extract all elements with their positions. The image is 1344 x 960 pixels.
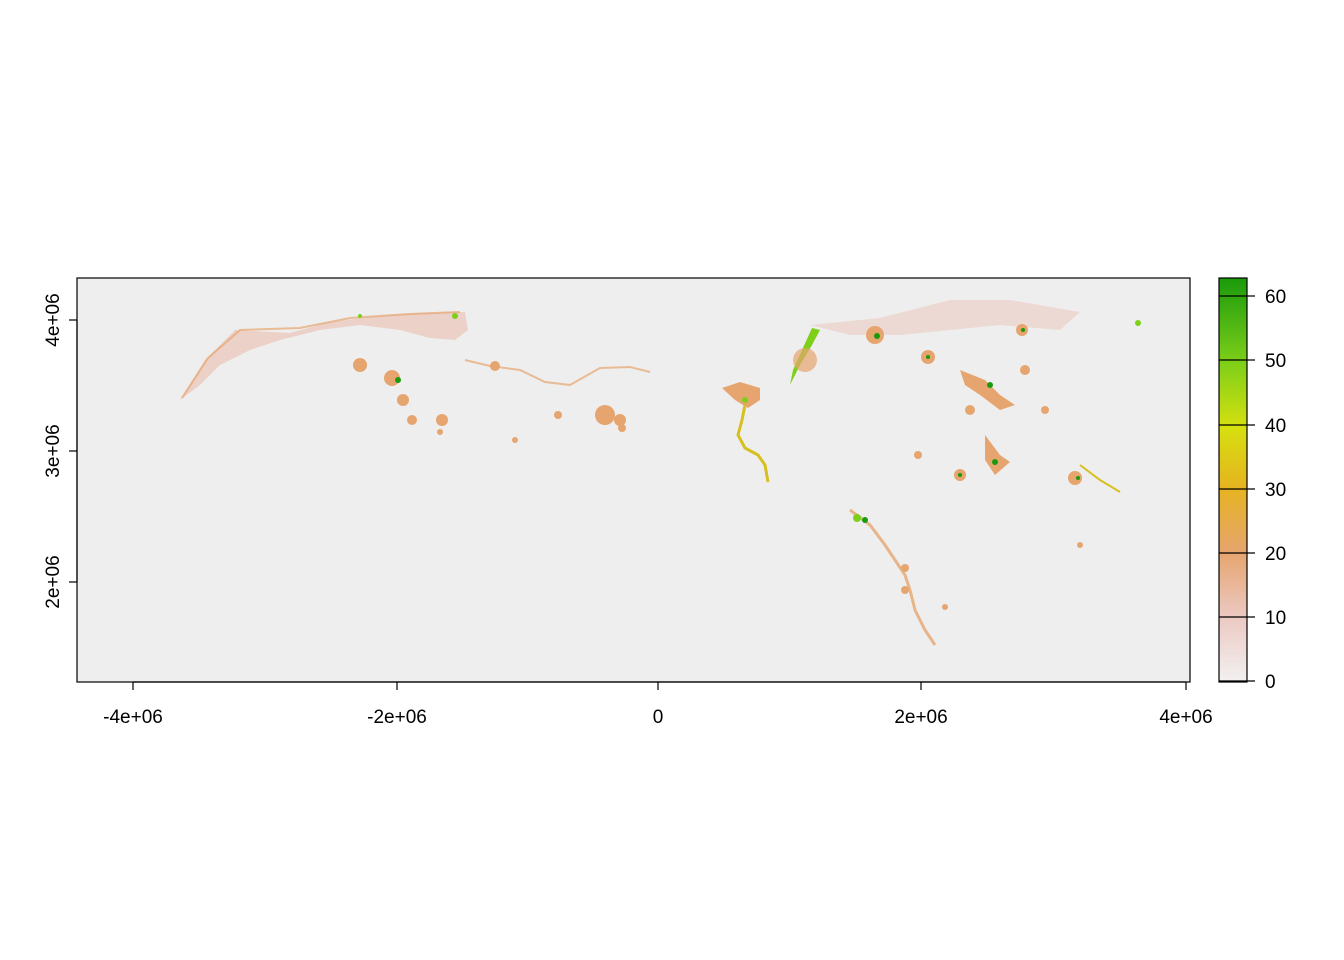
gulf-coast (985, 435, 1010, 475)
legend-tick-label: 40 (1265, 416, 1286, 437)
legend-tick-label: 30 (1265, 480, 1286, 501)
x-tick-label: 0 (653, 707, 664, 728)
legend-tick-label: 20 (1265, 544, 1286, 565)
red-sea-coast (849, 508, 937, 646)
legend-tick-label: 50 (1265, 351, 1286, 372)
legend-tick-label: 0 (1265, 672, 1276, 693)
x-tick-label: -2e+06 (367, 707, 427, 728)
x-tick-label: -4e+06 (103, 707, 163, 728)
y-tick-label: 3e+06 (43, 424, 64, 477)
legend-ticks (1219, 295, 1255, 682)
raster-layer (180, 300, 1141, 646)
y-axis: 2e+06 3e+06 4e+06 (43, 293, 78, 609)
coast-east (1079, 464, 1121, 493)
nile-valley (736, 404, 770, 483)
legend-tick-label: 10 (1265, 608, 1286, 629)
region-northeast (810, 300, 1080, 335)
y-tick-label: 4e+06 (43, 293, 64, 346)
coastline-northwest (180, 312, 468, 400)
legend-tick-label: 60 (1265, 287, 1286, 308)
legend-gradient-bar (1219, 278, 1247, 682)
x-tick-label: 2e+06 (894, 707, 947, 728)
legend-frame (1218, 277, 1248, 683)
y-tick-label: 2e+06 (43, 555, 64, 608)
color-legend: 0 10 20 30 40 50 60 (1218, 277, 1286, 693)
mesopotamia (960, 370, 1015, 410)
nile-delta (722, 382, 760, 408)
coastline-northwest-edge (181, 311, 461, 399)
x-tick-label: 4e+06 (1159, 707, 1212, 728)
x-axis: -4e+06 -2e+06 0 2e+06 4e+06 (103, 681, 1213, 728)
